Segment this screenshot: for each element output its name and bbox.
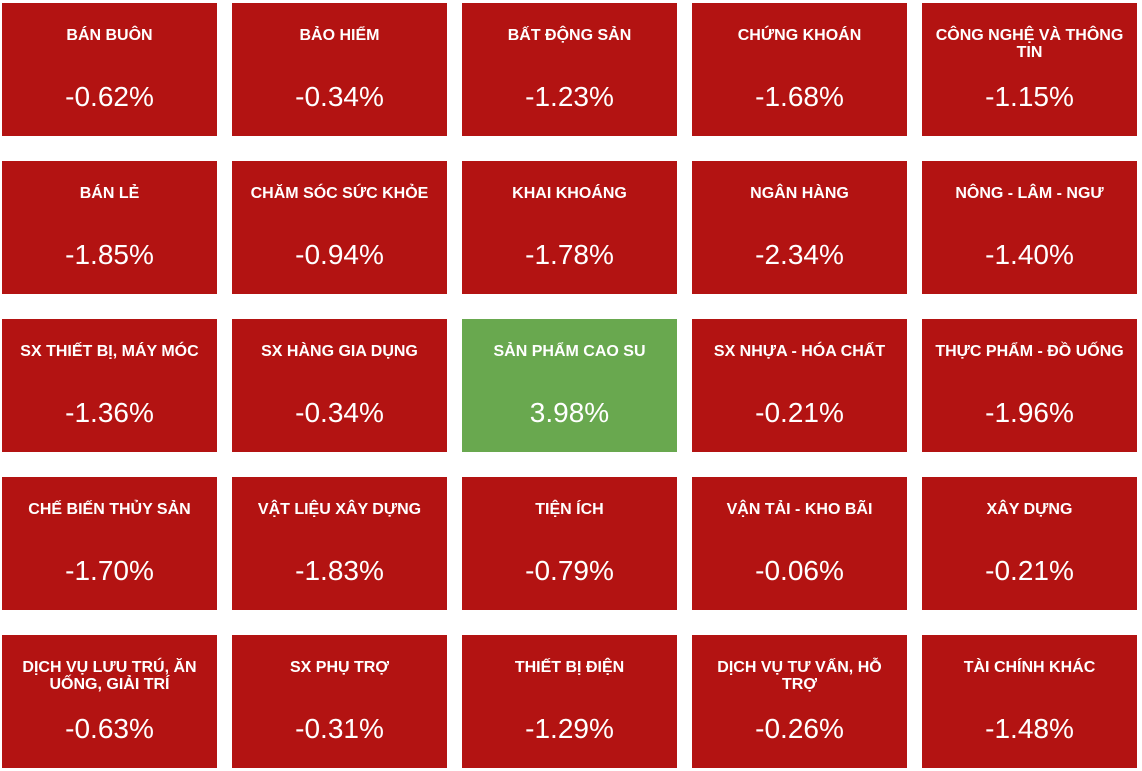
sector-change: -1.85% xyxy=(65,239,154,270)
sector-tile: BÁN BUÔN -0.62% xyxy=(2,3,217,136)
sector-change: -1.68% xyxy=(755,81,844,112)
sector-change: -1.15% xyxy=(985,81,1074,112)
sector-tile: NGÂN HÀNG -2.34% xyxy=(692,161,907,294)
sector-name: THIẾT BỊ ĐIỆN xyxy=(514,659,625,676)
sector-name: SX PHỤ TRỢ xyxy=(290,659,389,676)
sector-change: -0.62% xyxy=(65,81,154,112)
sector-change: -0.21% xyxy=(755,397,844,428)
sector-change: -1.48% xyxy=(985,713,1074,744)
sector-tile: VẬT LIỆU XÂY DỰNG -1.83% xyxy=(232,477,447,610)
sector-tile: SX THIẾT BỊ, MÁY MÓC -1.36% xyxy=(2,319,217,452)
sector-change: -0.63% xyxy=(65,713,154,744)
sector-name: XÂY DỰNG xyxy=(986,501,1073,518)
sector-name: VẬN TẢI - KHO BÃI xyxy=(726,501,873,518)
sector-tile: SX PHỤ TRỢ -0.31% xyxy=(232,635,447,768)
sector-change: -1.36% xyxy=(65,397,154,428)
sector-name: BÁN BUÔN xyxy=(66,27,153,44)
sector-name: TÀI CHÍNH KHÁC xyxy=(963,659,1096,676)
sector-tile: BÁN LẺ -1.85% xyxy=(2,161,217,294)
sector-tile: SX HÀNG GIA DỤNG -0.34% xyxy=(232,319,447,452)
sector-tile: DỊCH VỤ TƯ VẤN, HỖ TRỢ -0.26% xyxy=(692,635,907,768)
sector-name: KHAI KHOÁNG xyxy=(512,185,627,202)
sector-tile: CHĂM SÓC SỨC KHỎE -0.94% xyxy=(232,161,447,294)
sector-change: -0.21% xyxy=(985,555,1074,586)
sector-name: DỊCH VỤ TƯ VẤN, HỖ TRỢ xyxy=(717,659,882,693)
sector-change: -0.31% xyxy=(295,713,384,744)
sector-tile: THIẾT BỊ ĐIỆN -1.29% xyxy=(462,635,677,768)
sector-name: TIỆN ÍCH xyxy=(535,501,604,518)
sector-tile: TÀI CHÍNH KHÁC -1.48% xyxy=(922,635,1137,768)
sector-tile: CHỨNG KHOÁN -1.68% xyxy=(692,3,907,136)
sector-change: -2.34% xyxy=(755,239,844,270)
sector-tile: BẢO HIỂM -0.34% xyxy=(232,3,447,136)
sector-change: -1.78% xyxy=(525,239,614,270)
sector-name: SX HÀNG GIA DỤNG xyxy=(261,343,418,360)
sector-change: -0.34% xyxy=(295,81,384,112)
sector-change: 3.98% xyxy=(529,397,610,428)
sector-change: -1.83% xyxy=(295,555,384,586)
sector-name: CHĂM SÓC SỨC KHỎE xyxy=(250,185,429,202)
sector-change: -1.96% xyxy=(985,397,1074,428)
sector-name: BẢO HIỂM xyxy=(299,27,380,44)
sector-name: THỰC PHẨM - ĐỒ UỐNG xyxy=(935,343,1124,360)
sector-tile: TIỆN ÍCH -0.79% xyxy=(462,477,677,610)
sector-change: -0.06% xyxy=(755,555,844,586)
sector-tile: SẢN PHẨM CAO SU 3.98% xyxy=(462,319,677,452)
sector-change: -1.70% xyxy=(65,555,154,586)
sector-change: -1.29% xyxy=(525,713,614,744)
sector-name: NÔNG - LÂM - NGƯ xyxy=(955,185,1104,202)
sector-change: -0.79% xyxy=(525,555,614,586)
sector-change: -0.94% xyxy=(295,239,384,270)
sector-name: BẤT ĐỘNG SẢN xyxy=(507,27,632,44)
sector-name: SX NHỰA - HÓA CHẤT xyxy=(713,343,886,360)
sector-tile: SX NHỰA - HÓA CHẤT -0.21% xyxy=(692,319,907,452)
sector-name: BÁN LẺ xyxy=(79,185,140,202)
sector-change: -0.26% xyxy=(755,713,844,744)
sector-tile: XÂY DỰNG -0.21% xyxy=(922,477,1137,610)
sector-name: CÔNG NGHỆ VÀ THÔNG TIN xyxy=(935,27,1124,61)
sector-name: VẬT LIỆU XÂY DỰNG xyxy=(257,501,422,518)
sector-name: CHỨNG KHOÁN xyxy=(737,27,862,44)
sector-name: SX THIẾT BỊ, MÁY MÓC xyxy=(20,343,199,360)
sector-tile: NÔNG - LÂM - NGƯ -1.40% xyxy=(922,161,1137,294)
sector-tile: CHẾ BIẾN THỦY SẢN -1.70% xyxy=(2,477,217,610)
sector-name: CHẾ BIẾN THỦY SẢN xyxy=(28,501,191,518)
sector-tile: VẬN TẢI - KHO BÃI -0.06% xyxy=(692,477,907,610)
sector-tile: KHAI KHOÁNG -1.78% xyxy=(462,161,677,294)
sector-tile: THỰC PHẨM - ĐỒ UỐNG -1.96% xyxy=(922,319,1137,452)
sector-tile: BẤT ĐỘNG SẢN -1.23% xyxy=(462,3,677,136)
sector-change: -0.34% xyxy=(295,397,384,428)
sector-tile: CÔNG NGHỆ VÀ THÔNG TIN -1.15% xyxy=(922,3,1137,136)
sector-change: -1.40% xyxy=(985,239,1074,270)
sector-change: -1.23% xyxy=(525,81,614,112)
sector-name: DỊCH VỤ LƯU TRÚ, ĂN UỐNG, GIẢI TRÍ xyxy=(22,659,197,693)
sector-name: NGÂN HÀNG xyxy=(750,185,849,202)
sector-name: SẢN PHẨM CAO SU xyxy=(493,343,646,360)
sector-tile: DỊCH VỤ LƯU TRÚ, ĂN UỐNG, GIẢI TRÍ -0.63% xyxy=(2,635,217,768)
